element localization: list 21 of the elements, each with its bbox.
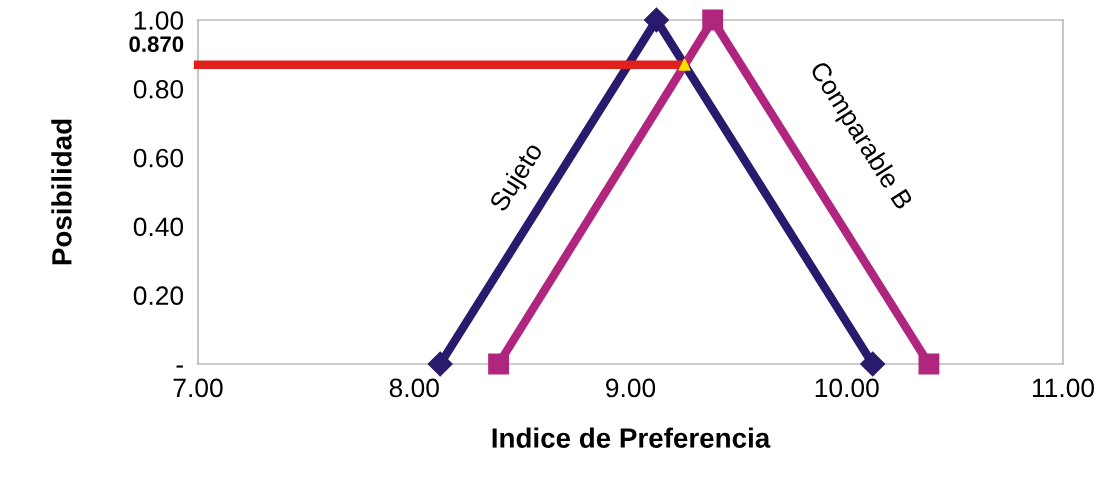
y-tick-label: 0.20 [133, 286, 184, 306]
x-tick-label: 10.00 [815, 378, 879, 398]
x-tick-label: 8.00 [389, 378, 439, 398]
point [488, 353, 510, 375]
y-tick-label: 0.60 [133, 148, 184, 168]
y-tick-label: 1.00 [134, 11, 184, 30]
y-axis-title: Posibilidad [51, 119, 72, 265]
y-tick-label: 0.40 [133, 217, 184, 237]
point [702, 9, 724, 31]
point [643, 7, 669, 33]
point [427, 351, 453, 377]
x-axis-title: Indice de Preferencia [492, 427, 771, 448]
y-tick-label: 0.80 [133, 79, 184, 99]
point [678, 58, 691, 71]
x-tick-label: 9.00 [606, 378, 656, 398]
annotation: 0.870 [129, 36, 184, 52]
y-tick-label: - [176, 365, 183, 368]
point [918, 353, 940, 375]
x-tick-label: 11.00 [1032, 378, 1095, 398]
point [860, 351, 886, 377]
x-tick-label: 7.00 [173, 378, 223, 398]
